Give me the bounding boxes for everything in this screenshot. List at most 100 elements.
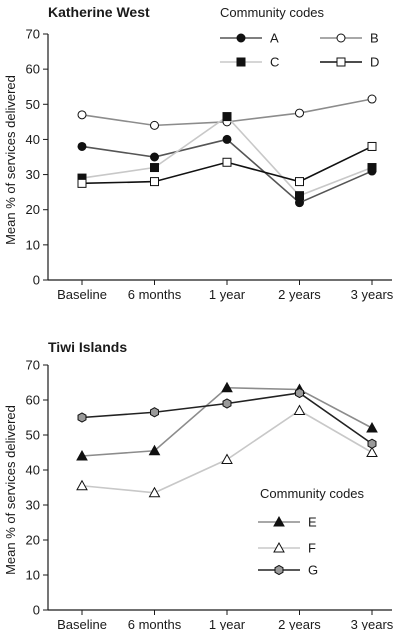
y-axis-label: Mean % of services delivered [3, 75, 18, 245]
x-tick-label: 3 years [351, 617, 394, 630]
legend-marker [274, 564, 284, 576]
legend: Community codes A B C D [220, 5, 379, 70]
chart-katherine-west: Katherine West Mean % of services delive… [3, 4, 394, 302]
legend-label: D [370, 55, 379, 70]
data-point [148, 486, 161, 498]
y-tick-label: 70 [26, 358, 40, 373]
axes: 0 10 20 30 40 50 60 70 Baseline 6 months 1 year 2 y… [26, 27, 394, 303]
data-point [148, 444, 161, 456]
y-tick-label: 70 [26, 27, 40, 42]
legend-marker [236, 57, 246, 67]
data-point [150, 177, 159, 187]
data-point [222, 112, 232, 122]
legend-label: A [270, 31, 279, 46]
legend-item-D: D [320, 55, 379, 70]
series-B [77, 94, 377, 130]
y-tick-label: 50 [26, 428, 40, 443]
data-point [150, 407, 159, 418]
data-point [221, 381, 233, 393]
legend-item-C: C [220, 55, 279, 70]
y-tick-label: 40 [26, 132, 40, 147]
x-tick-label: Baseline [57, 617, 107, 630]
data-point [150, 152, 159, 162]
series-G [77, 387, 377, 449]
legend-marker [236, 33, 246, 43]
legend-marker [336, 33, 346, 43]
series-group [77, 94, 377, 208]
data-point [77, 141, 87, 151]
series-D [77, 141, 377, 188]
y-axis-label: Mean % of services delivered [3, 405, 18, 575]
legend-marker [273, 515, 285, 527]
x-tick-label: Baseline [57, 287, 107, 302]
y-tick-label: 30 [26, 167, 40, 182]
y-tick-label: 30 [26, 498, 40, 513]
chart-title: Tiwi Islands [48, 339, 127, 355]
legend-marker [336, 57, 346, 67]
y-tick-label: 40 [26, 463, 40, 478]
series-group [76, 381, 378, 498]
series-line [81, 115, 373, 197]
series-A [77, 134, 377, 208]
x-tick-label: 1 year [209, 617, 246, 630]
y-tick-label: 60 [26, 393, 40, 408]
data-point [222, 398, 232, 409]
legend-label: C [270, 55, 279, 70]
data-point [367, 94, 377, 104]
data-point [77, 110, 87, 120]
y-tick-label: 20 [26, 533, 40, 548]
data-point [293, 404, 306, 415]
legend-title: Community codes [260, 486, 365, 501]
y-tick-label: 0 [33, 603, 40, 618]
legend-title: Community codes [220, 5, 325, 20]
chart-title: Katherine West [48, 4, 150, 20]
series-E [76, 381, 378, 461]
data-point [295, 177, 304, 187]
data-point [76, 479, 88, 491]
legend-item-F: F [258, 541, 316, 556]
series-line [81, 386, 373, 457]
data-point [367, 438, 377, 449]
data-point [221, 453, 233, 464]
data-point [77, 178, 87, 188]
axes: 0 10 20 30 40 50 60 70 Baseline 6 months 1 year 2 y… [26, 358, 394, 630]
y-tick-label: 0 [33, 273, 40, 288]
legend-label: B [370, 31, 379, 46]
y-tick-label: 10 [26, 568, 40, 583]
chart-tiwi-islands: Tiwi Islands Mean % of services delivere… [3, 339, 394, 630]
x-tick-label: 2 years [278, 287, 321, 302]
legend-label: F [308, 541, 316, 556]
x-tick-label: 2 years [278, 617, 321, 630]
x-tick-label: 6 months [128, 617, 182, 630]
y-tick-label: 60 [26, 62, 40, 77]
legend-item-A: A [220, 31, 279, 46]
data-point [77, 412, 87, 423]
legend: Community codes EFG [258, 486, 365, 578]
data-point [367, 163, 377, 173]
legend-label: E [308, 515, 317, 530]
legend-marker [273, 541, 285, 553]
legend-item-G: G [258, 563, 318, 578]
y-tick-label: 20 [26, 202, 40, 217]
data-point [222, 157, 232, 167]
legend-item-E: E [258, 515, 317, 530]
data-point [150, 120, 159, 130]
data-point [366, 421, 378, 433]
x-tick-label: 1 year [209, 287, 246, 302]
data-point [295, 387, 304, 399]
y-tick-label: 50 [26, 97, 40, 112]
data-point [366, 446, 378, 457]
data-point [295, 108, 304, 118]
series-F [76, 404, 378, 498]
series-line [81, 409, 373, 494]
data-point [367, 141, 377, 151]
y-tick-label: 10 [26, 237, 40, 252]
x-tick-label: 6 months [128, 287, 182, 302]
legend-item-B: B [320, 31, 379, 46]
data-point [295, 191, 304, 201]
x-tick-label: 3 years [351, 287, 394, 302]
data-point [76, 449, 88, 461]
data-point [222, 134, 232, 144]
legend-label: G [308, 563, 318, 578]
